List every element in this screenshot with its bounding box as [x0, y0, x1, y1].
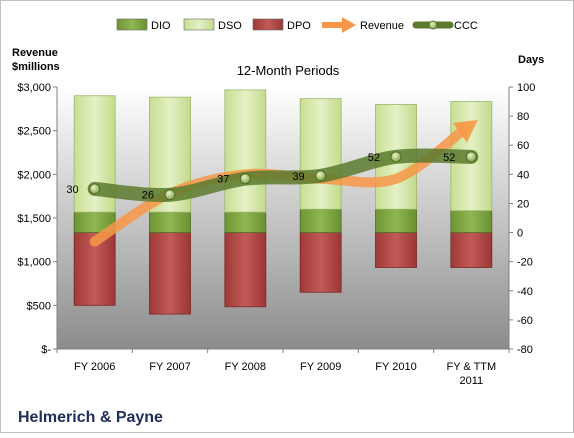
- legend-swatch: [252, 18, 284, 31]
- right-axis-tick-label: 0: [517, 228, 523, 240]
- dio-bar: [224, 211, 267, 233]
- left-axis-tick-label: $2,500: [17, 126, 51, 138]
- legend-swatch: [183, 18, 215, 31]
- ccc-point: [315, 170, 327, 182]
- ccc-point: [89, 183, 101, 195]
- dpo-bar: [450, 232, 493, 268]
- x-axis-tick-label: FY 2007: [149, 361, 190, 373]
- dio-bar: [450, 210, 493, 233]
- left-axis-tick-label: $1,500: [17, 213, 51, 225]
- legend-swatch-marker: [428, 20, 438, 30]
- dso-bar: [299, 98, 342, 210]
- left-axis-tick-label: $-: [41, 344, 51, 356]
- dio-bar: [299, 208, 342, 233]
- legend-label: Revenue: [360, 20, 404, 32]
- right-axis-title: Days: [518, 54, 544, 66]
- ccc-data-label: 52: [443, 152, 455, 164]
- x-axis-tick-label: FY 2010: [375, 361, 416, 373]
- ccc-point: [164, 189, 176, 201]
- ccc-point: [239, 173, 251, 185]
- dpo-bar: [224, 232, 267, 308]
- legend-label: DIO: [151, 20, 171, 32]
- ccc-data-label: 39: [292, 171, 304, 183]
- x-axis-tick-label: FY & TTM: [446, 361, 496, 373]
- revenue-arrowhead: [452, 119, 478, 143]
- ccc-data-label: 26: [142, 190, 154, 202]
- dpo-bar: [299, 232, 342, 293]
- ccc-data-label: 30: [66, 184, 78, 196]
- ccc-line: [87, 148, 479, 202]
- right-axis-tick-label: 100: [517, 82, 535, 94]
- x-axis-tick-label: FY 2009: [300, 361, 341, 373]
- left-axis-tick-label: $2,000: [17, 169, 51, 181]
- company-name: Helmerich & Payne: [18, 409, 163, 426]
- legend-swatch: [116, 18, 148, 31]
- dpo-bar: [149, 232, 191, 315]
- left-axis-tick-label: $1,000: [17, 257, 51, 269]
- right-axis-tick-label: -40: [517, 286, 533, 298]
- legend-swatch-arrowhead: [342, 17, 356, 33]
- x-axis-tick-label: FY 2006: [74, 361, 115, 373]
- bar-layer: [73, 89, 493, 315]
- chart-title: 12-Month Periods: [237, 63, 340, 78]
- right-axis-tick-label: 60: [517, 140, 529, 152]
- right-axis-tick-label: -20: [517, 257, 533, 269]
- axes-layer: $- $500 $1,000 $1,500 $2,000 $2,500 $3,000 -80 -…: [17, 82, 535, 387]
- x-axis-tick-label: FY 2008: [225, 361, 266, 373]
- ccc-point: [390, 151, 402, 163]
- right-axis-tick-label: 20: [517, 198, 529, 210]
- dso-bar: [224, 89, 267, 213]
- left-axis-title-line-1: Revenue: [12, 47, 58, 59]
- dio-bar: [149, 211, 191, 233]
- legend-label: DPO: [287, 20, 311, 32]
- right-axis-tick-label: -80: [517, 344, 533, 356]
- left-axis-title-line-2: $millions: [12, 61, 60, 73]
- legend-label: CCC: [454, 20, 478, 32]
- right-axis-tick-label: 40: [517, 169, 529, 181]
- right-axis-tick-label: -60: [517, 315, 533, 327]
- legend-label: DSO: [218, 20, 242, 32]
- dpo-bar: [375, 232, 417, 268]
- dio-bar: [375, 208, 417, 233]
- left-axis-tick-label: $3,000: [17, 82, 51, 94]
- right-axis-tick-label: 80: [517, 111, 529, 123]
- legend: DIO DSO DPO Revenue CCC: [116, 17, 478, 33]
- ccc-point: [465, 151, 477, 163]
- ccc-data-label: 52: [368, 152, 380, 164]
- ccc-layer: 30 26 37 39 52 52: [66, 148, 479, 202]
- left-axis-tick-label: $500: [27, 300, 51, 312]
- ccc-data-label: 37: [217, 174, 229, 186]
- x-axis-tick-label: 2011: [460, 375, 484, 387]
